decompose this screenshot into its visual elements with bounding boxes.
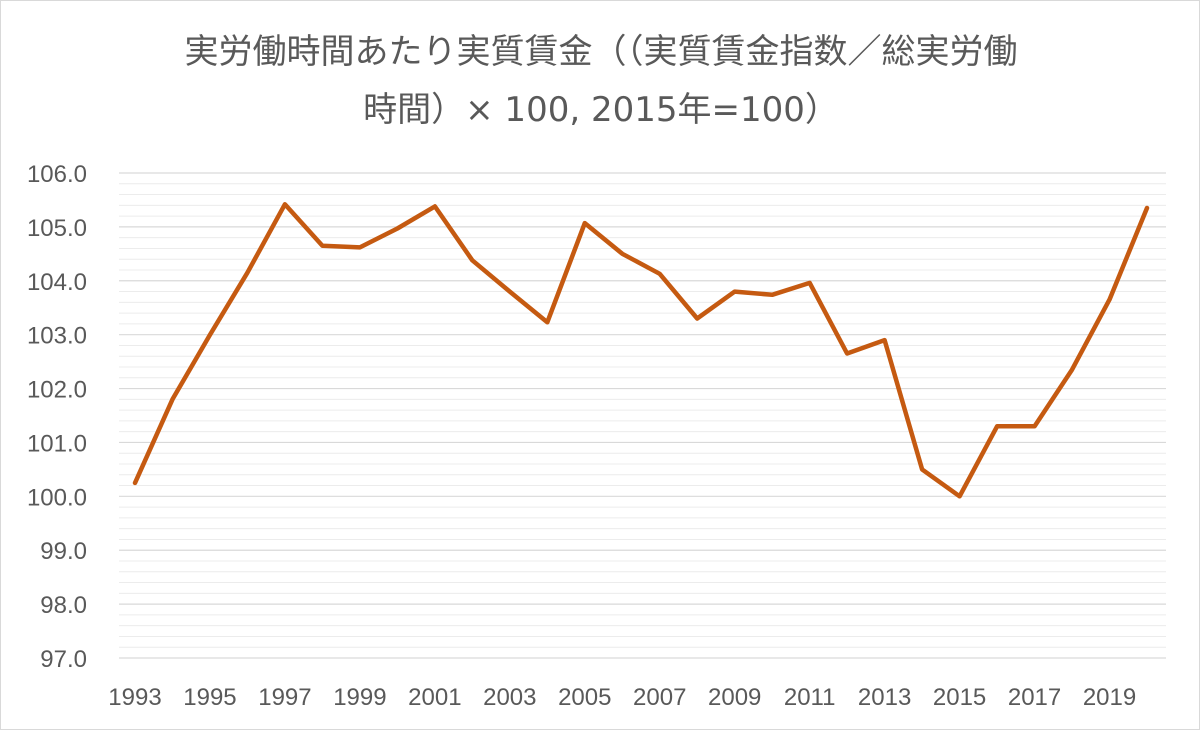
- y-tick-label: 104.0: [27, 269, 87, 296]
- y-tick-label: 106.0: [27, 161, 87, 188]
- y-tick-label: 97.0: [40, 646, 87, 673]
- x-tick-label: 2007: [633, 684, 686, 711]
- y-tick-label: 99.0: [40, 538, 87, 565]
- x-tick-label: 1997: [258, 684, 311, 711]
- y-axis-labels: 106.0 105.0 104.0 103.0 102.0 101.0 100.0 99.0 9…: [27, 161, 87, 673]
- y-tick-label: 98.0: [40, 592, 87, 619]
- y-tick-label: 102.0: [27, 377, 87, 404]
- x-tick-label: 2017: [1008, 684, 1061, 711]
- x-tick-label: 2019: [1083, 684, 1136, 711]
- x-axis-labels: 1993 1995 1997 1999 2001 2003 2005 2007 2009 2011…: [108, 684, 1136, 711]
- chart-title: 実労働時間あたり実質賃金（（実質賃金指数／総実労働 時間）× 100, 2015…: [184, 32, 1018, 130]
- x-tick-label: 2005: [558, 684, 611, 711]
- x-tick-label: 2009: [708, 684, 761, 711]
- y-tick-label: 100.0: [27, 484, 87, 511]
- x-tick-label: 2001: [408, 684, 461, 711]
- x-tick-label: 2013: [858, 684, 911, 711]
- series-line: [132, 202, 1150, 499]
- x-tick-label: 1999: [333, 684, 386, 711]
- gridlines: [119, 172, 1166, 659]
- y-tick-label: 101.0: [27, 430, 87, 457]
- y-tick-label: 105.0: [27, 215, 87, 242]
- x-tick-label: 2003: [483, 684, 536, 711]
- x-tick-label: 1995: [183, 684, 236, 711]
- x-tick-label: 2011: [784, 684, 836, 711]
- y-tick-label: 103.0: [27, 323, 87, 350]
- x-tick-label: 2015: [933, 684, 986, 711]
- x-tick-label: 1993: [108, 684, 161, 711]
